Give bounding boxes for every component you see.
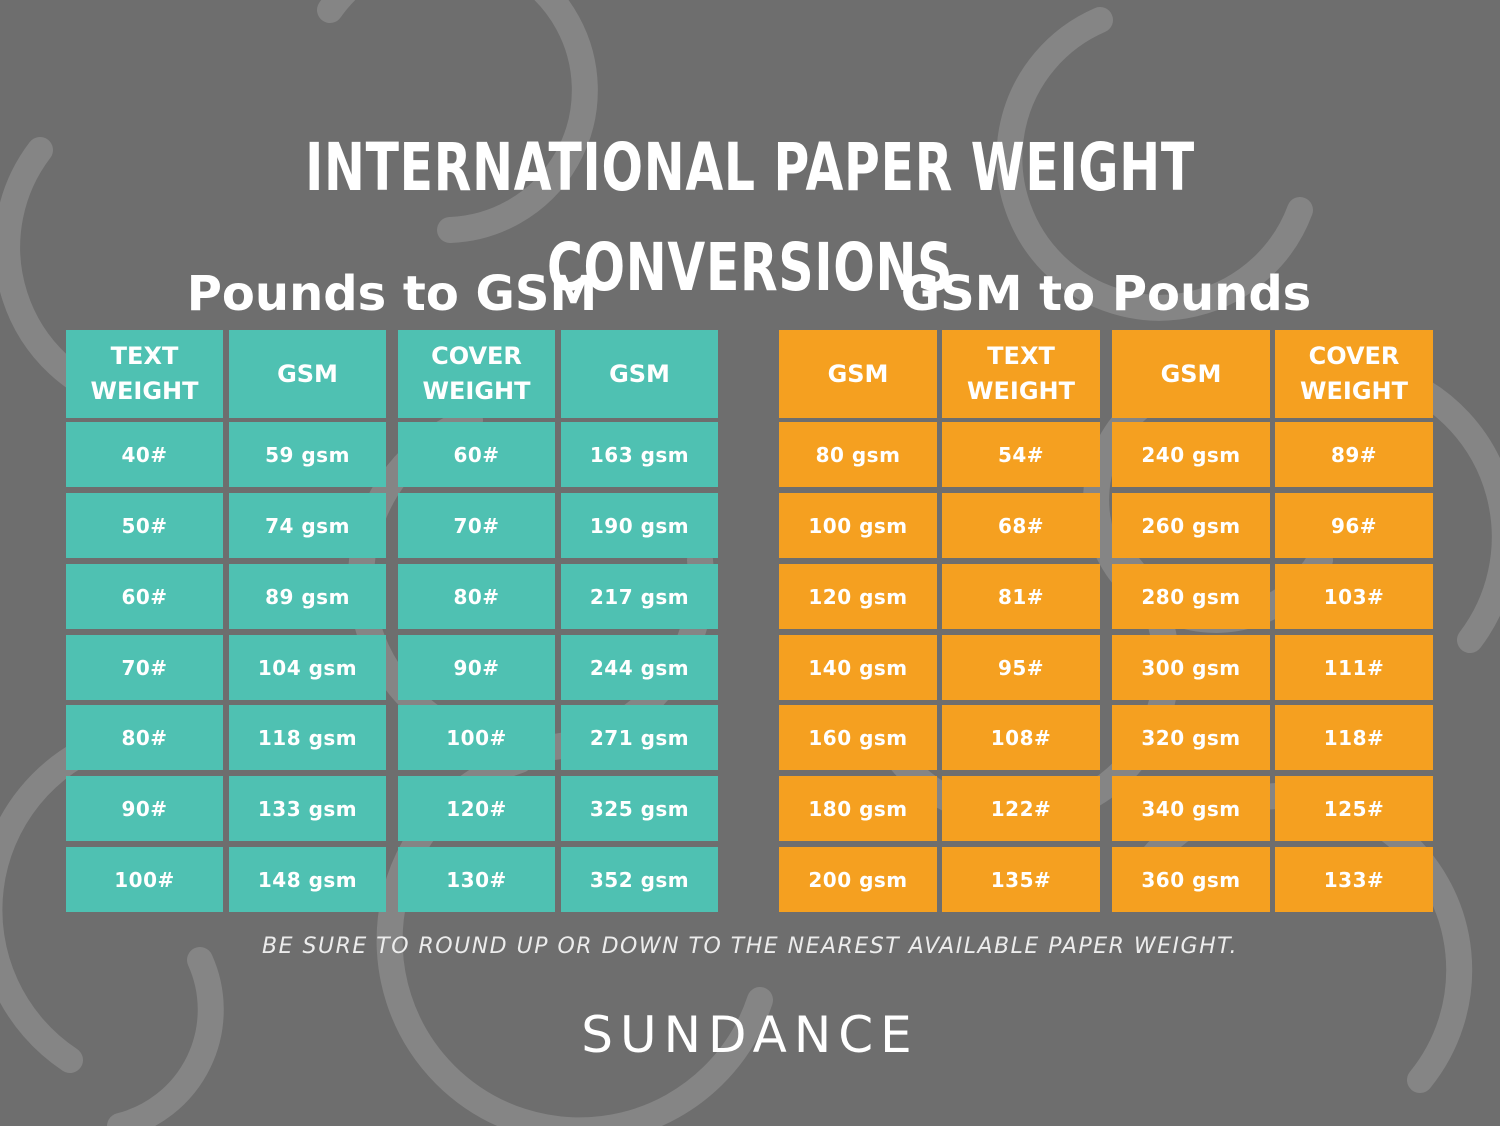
table-cell: 217 gsm xyxy=(561,564,718,629)
table-cell: 89 gsm xyxy=(229,564,386,629)
table-cell: 122# xyxy=(942,776,1100,841)
table-cell: 190 gsm xyxy=(561,493,718,558)
table-cell: 96# xyxy=(1275,493,1433,558)
table-cell: 125# xyxy=(1275,776,1433,841)
table-cell: 120 gsm xyxy=(779,564,937,629)
table-cell: 352 gsm xyxy=(561,847,718,912)
pounds-to-gsm-heading: Pounds to GSM xyxy=(186,266,598,322)
table-cell: 103# xyxy=(1275,564,1433,629)
page-title: INTERNATIONAL PAPER WEIGHT CONVERSIONS xyxy=(305,129,1195,306)
gsm-to-pounds-heading: GSM to Pounds xyxy=(900,266,1312,322)
table-cell: 280 gsm xyxy=(1112,564,1270,629)
table-cell: 120# xyxy=(398,776,555,841)
table-cell: 89# xyxy=(1275,422,1433,487)
table-cell: 118# xyxy=(1275,705,1433,770)
table-cell: 80# xyxy=(398,564,555,629)
column-header: GSM xyxy=(779,330,937,418)
table-cell: 325 gsm xyxy=(561,776,718,841)
column-header: COVER WEIGHT xyxy=(398,330,555,418)
column-header: COVER WEIGHT xyxy=(1275,330,1433,418)
column-header: GSM xyxy=(561,330,718,418)
table-cell: 54# xyxy=(942,422,1100,487)
table-cell: 108# xyxy=(942,705,1100,770)
column-header: GSM xyxy=(229,330,386,418)
table-cell: 300 gsm xyxy=(1112,635,1270,700)
table-cell: 360 gsm xyxy=(1112,847,1270,912)
table-cell: 40# xyxy=(66,422,223,487)
table-cell: 60# xyxy=(398,422,555,487)
table-cell: 133# xyxy=(1275,847,1433,912)
table-cell: 70# xyxy=(66,635,223,700)
table-cell: 148 gsm xyxy=(229,847,386,912)
table-cell: 81# xyxy=(942,564,1100,629)
table-cell: 133 gsm xyxy=(229,776,386,841)
table-cell: 118 gsm xyxy=(229,705,386,770)
table-cell: 100 gsm xyxy=(779,493,937,558)
table-cell: 100# xyxy=(398,705,555,770)
table-cell: 320 gsm xyxy=(1112,705,1270,770)
table-cell: 60# xyxy=(66,564,223,629)
brand-logo-text: SUNDANCE xyxy=(581,1006,919,1064)
table-cell: 160 gsm xyxy=(779,705,937,770)
table-cell: 163 gsm xyxy=(561,422,718,487)
table-cell: 90# xyxy=(66,776,223,841)
table-cell: 50# xyxy=(66,493,223,558)
column-header: GSM xyxy=(1112,330,1270,418)
table-cell: 74 gsm xyxy=(229,493,386,558)
table-cell: 135# xyxy=(942,847,1100,912)
table-cell: 59 gsm xyxy=(229,422,386,487)
table-cell: 240 gsm xyxy=(1112,422,1270,487)
table-cell: 271 gsm xyxy=(561,705,718,770)
table-cell: 70# xyxy=(398,493,555,558)
table-cell: 244 gsm xyxy=(561,635,718,700)
table-cell: 340 gsm xyxy=(1112,776,1270,841)
table-cell: 180 gsm xyxy=(779,776,937,841)
table-cell: 140 gsm xyxy=(779,635,937,700)
table-cell: 200 gsm xyxy=(779,847,937,912)
table-cell: 90# xyxy=(398,635,555,700)
rounding-note: BE SURE TO ROUND UP OR DOWN TO THE NEARE… xyxy=(262,934,1238,959)
table-cell: 260 gsm xyxy=(1112,493,1270,558)
table-cell: 80# xyxy=(66,705,223,770)
table-cell: 111# xyxy=(1275,635,1433,700)
table-cell: 68# xyxy=(942,493,1100,558)
table-cell: 104 gsm xyxy=(229,635,386,700)
table-cell: 100# xyxy=(66,847,223,912)
column-header: TEXT WEIGHT xyxy=(942,330,1100,418)
table-cell: 95# xyxy=(942,635,1100,700)
table-cell: 130# xyxy=(398,847,555,912)
table-cell: 80 gsm xyxy=(779,422,937,487)
column-header: TEXT WEIGHT xyxy=(66,330,223,418)
